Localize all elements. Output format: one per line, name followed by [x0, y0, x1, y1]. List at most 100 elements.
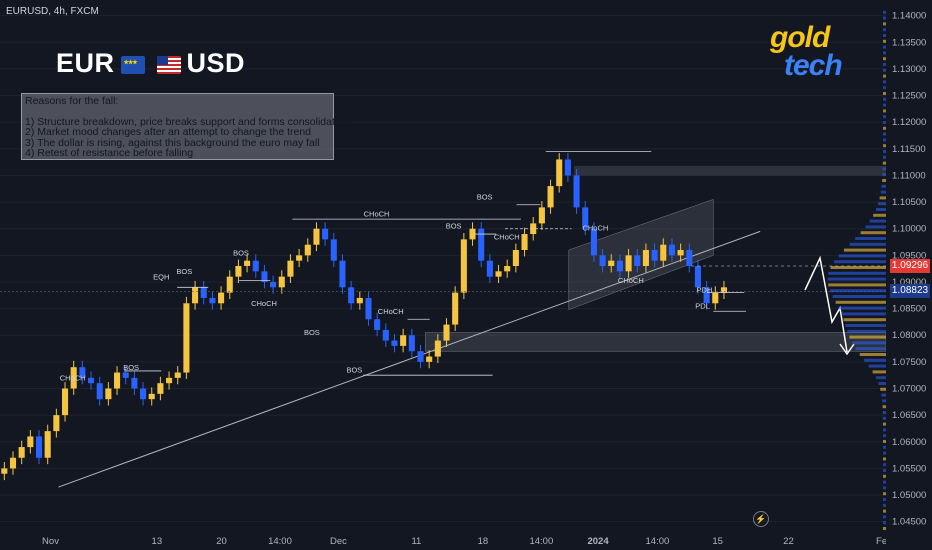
candle-body	[9, 457, 17, 469]
candle-body	[35, 436, 43, 458]
candle-body	[122, 372, 129, 378]
volume-profile-bar	[882, 121, 886, 124]
volume-profile-bar	[829, 289, 886, 293]
candle-body	[140, 388, 147, 400]
volume-profile-bar	[883, 28, 886, 32]
volume-profile-bar	[882, 445, 886, 449]
candle-body	[278, 276, 285, 288]
candle-body	[668, 244, 675, 256]
price-tick-label: 1.10500	[892, 197, 926, 208]
time-tick-label: 11	[411, 536, 421, 547]
candle-body	[512, 250, 519, 266]
price-tick-label: 1.13500	[892, 37, 926, 48]
volume-profile-bar	[881, 393, 886, 397]
candle-body	[443, 324, 450, 341]
quote-currency: USD	[186, 48, 246, 78]
volume-profile-bar	[883, 509, 886, 513]
price-tick-label: 1.12000	[892, 117, 926, 128]
candle-body	[374, 319, 381, 330]
support-zone	[425, 332, 886, 352]
structure-label: CHoCH	[60, 374, 86, 383]
volume-profile-bar	[883, 86, 886, 90]
symbol-info: EURUSD, 4h, FXCM	[6, 6, 99, 17]
time-tick-label: 14:00	[529, 536, 553, 547]
candle-body	[79, 367, 86, 378]
volume-profile-bar	[865, 225, 886, 229]
volume-profile-bar	[869, 219, 886, 223]
price-axis[interactable]: 1.14000 1.13500 1.13000 1.12500 1.12000 1.115…	[886, 0, 932, 550]
candle-body	[96, 383, 103, 400]
price-tick-label: 1.13000	[892, 64, 926, 75]
price-chart[interactable]: CHoCH BOS EQH BOS BOS CHoCH CHoCH BOS CHoCH BOS BO…	[0, 0, 886, 532]
volume-profile-bar	[883, 480, 886, 484]
candle-body	[114, 372, 121, 389]
candle-body	[599, 255, 606, 266]
volume-profile-bar	[845, 324, 886, 327]
structure-label: BOS	[176, 267, 192, 276]
volume-profile-bar	[882, 144, 886, 148]
candle-body	[400, 335, 407, 346]
volume-profile-bar	[878, 382, 886, 385]
candle-body	[61, 388, 69, 416]
logo-line1: gold	[770, 21, 830, 54]
structure-label: PDH	[696, 286, 712, 295]
volume-profile-bar	[882, 115, 886, 119]
arrow-head	[839, 343, 855, 356]
candle-body	[252, 260, 259, 272]
volume-profile-bar	[882, 399, 886, 403]
volume-profile-bar	[872, 370, 886, 374]
price-tick-label: 1.04500	[892, 517, 926, 528]
candle-body	[330, 239, 337, 261]
volume-profile-bar	[882, 457, 886, 461]
volume-profile-bar	[883, 74, 886, 78]
projection-arrow	[804, 255, 848, 353]
candle-body	[157, 383, 164, 394]
candle-body	[495, 271, 502, 277]
volume-profile-bar	[883, 22, 886, 26]
candle-body	[200, 287, 207, 298]
base-currency: EUR	[56, 48, 115, 78]
volume-profile-bar	[883, 469, 886, 472]
volume-profile-bar	[883, 51, 886, 55]
candle-body	[616, 260, 623, 272]
candle-body	[426, 356, 433, 362]
candle-body	[339, 260, 346, 288]
lightning-icon[interactable]: ⚡	[753, 511, 769, 527]
price-tick-label: 1.09500	[892, 250, 926, 261]
crosshair-price-tag: 1.08823	[890, 284, 930, 299]
volume-profile-bar	[883, 63, 886, 66]
reasons-annotation[interactable]: Reasons for the fall: 1) Structure break…	[21, 93, 349, 160]
candle-body	[304, 244, 311, 256]
candle-body	[608, 260, 615, 266]
goldtech-logo: gold tech	[770, 21, 843, 81]
volume-profile-bar	[882, 126, 886, 130]
volume-profile-bar	[883, 486, 886, 490]
volume-profile-bar	[830, 266, 886, 269]
volume-profile-bar	[875, 376, 886, 380]
candle-body	[582, 207, 589, 229]
volume-profile-bar	[873, 213, 886, 217]
volume-profile-bar	[852, 341, 886, 345]
volume-profile-bar	[882, 416, 886, 420]
candle-body	[460, 239, 467, 293]
candle-body	[18, 447, 25, 458]
volume-profile-bar	[883, 474, 886, 478]
price-tick-label: 1.06500	[892, 410, 926, 421]
time-tick-label: 2024	[587, 536, 609, 547]
candle-body	[313, 228, 320, 245]
volume-profile-bar	[883, 498, 886, 501]
volume-profile-bar	[827, 277, 886, 281]
candle-body	[261, 271, 268, 282]
volume-profile-bar	[881, 184, 886, 188]
volume-profile-bar	[849, 242, 886, 246]
time-axis[interactable]: Nov 13 20 14:00 Dec 11 18 14:00 2024 14:00 15 22 Fe	[0, 532, 886, 550]
candle-body	[218, 292, 225, 304]
candle-body	[573, 175, 580, 208]
candle-body	[478, 228, 485, 261]
time-tick-label: 13	[152, 536, 163, 547]
candle-body	[469, 228, 476, 240]
price-tick-label: 1.12500	[892, 91, 926, 102]
pair-title: EUR USD	[56, 48, 245, 79]
volume-profile-bar	[882, 411, 886, 414]
volume-profile-bar	[882, 138, 886, 142]
